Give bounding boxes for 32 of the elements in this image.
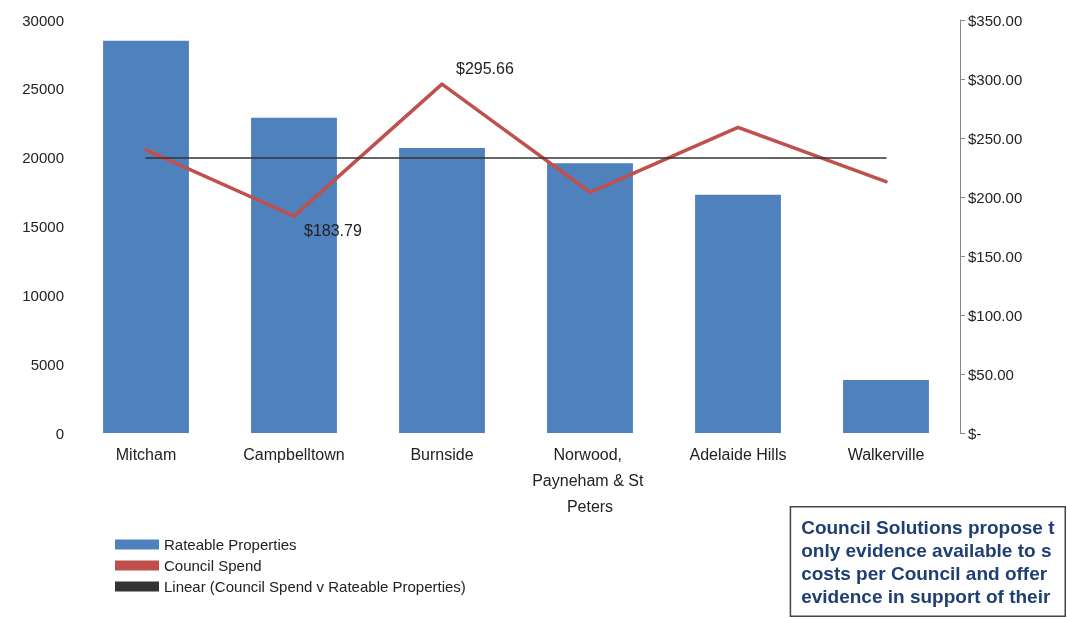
bar bbox=[399, 148, 485, 433]
bar bbox=[547, 163, 633, 433]
y-tick-label: 15000 bbox=[22, 218, 64, 235]
x-tick-label: Adelaide Hills bbox=[689, 445, 787, 463]
line-series bbox=[144, 82, 888, 218]
y-tick-label: 30000 bbox=[22, 11, 64, 29]
x-tick-label: Campbelltown bbox=[243, 445, 345, 463]
data-label: $295.66 bbox=[456, 59, 514, 77]
y-tick-label: 25000 bbox=[22, 80, 64, 98]
x-tick-label: Walkerville bbox=[847, 445, 925, 463]
y-tick-label: 10000 bbox=[22, 286, 64, 304]
bar bbox=[103, 40, 189, 433]
x-tick-label: Norwood, Payneham & St Peters bbox=[532, 445, 648, 515]
bar bbox=[695, 194, 781, 433]
legend-label: Linear (Council Spend v Rateable Properties) bbox=[164, 578, 466, 595]
y2-tick-label: $200.00 bbox=[968, 188, 1023, 206]
y2-tick-label: $- bbox=[968, 424, 982, 442]
bar bbox=[843, 380, 929, 433]
x-tick-label: Mitcham bbox=[115, 445, 177, 463]
x-tick-label: Burnside bbox=[410, 445, 474, 463]
legend-label: Council Spend bbox=[164, 557, 262, 574]
y2-tick-label: $150.00 bbox=[968, 247, 1023, 265]
y-tick-label: 0 bbox=[55, 424, 64, 442]
y2-tick-label: $100.00 bbox=[968, 306, 1023, 324]
y-tick-label: 5000 bbox=[30, 355, 64, 373]
y2-tick-label: $300.00 bbox=[968, 70, 1023, 88]
y2-tick-label: $350.00 bbox=[968, 11, 1023, 29]
text: Council Solutions propose t only evidence available to s costs per Council and offer evidence in support of their bbox=[801, 516, 1056, 607]
y2-tick-label: $250.00 bbox=[968, 129, 1023, 147]
y2-tick-label: $50.00 bbox=[968, 365, 1014, 383]
y-tick-label: 20000 bbox=[22, 149, 64, 167]
legend-label: Rateable Properties bbox=[164, 536, 297, 553]
